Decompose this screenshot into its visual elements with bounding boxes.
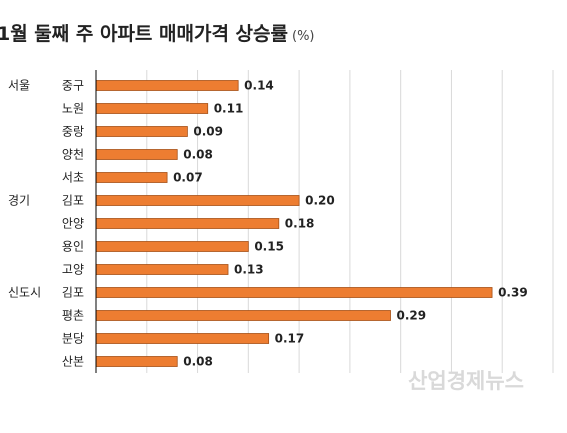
- category-label: 노원: [62, 102, 84, 116]
- value-label: 0.09: [193, 125, 223, 139]
- chart-title-text: 수도권 11월 둘째 주 아파트 매매가격 상승률: [0, 23, 288, 45]
- category-label: 중랑: [62, 125, 84, 139]
- group-label: 경기: [8, 194, 30, 208]
- bar: [95, 103, 209, 114]
- category-label: 김포: [62, 286, 84, 300]
- value-label: 0.39: [498, 286, 528, 300]
- group-label: 서울: [8, 79, 30, 93]
- value-label: 0.17: [275, 332, 305, 346]
- chart-title: 수도권 11월 둘째 주 아파트 매매가격 상승률 (%): [0, 23, 315, 45]
- value-labels: 0.140.11 0.09 0.08 0.07 0.20 0.180.15 0.13 0.39…: [173, 79, 528, 369]
- value-label: 0.18: [285, 217, 315, 231]
- bar: [95, 264, 229, 275]
- group-label: 신도시: [8, 286, 41, 300]
- category-label: 양천: [62, 147, 84, 162]
- bar: [95, 126, 188, 137]
- value-label: 0.14: [244, 79, 274, 93]
- category-label: 서초: [62, 171, 84, 185]
- category-label: 용인: [62, 240, 84, 254]
- watermark: 산업경제뉴스: [408, 369, 524, 393]
- value-label: 0.29: [397, 309, 427, 323]
- bar: [95, 241, 249, 252]
- category-label: 분당: [62, 332, 84, 346]
- bar: [95, 149, 178, 160]
- chart-title-unit: (%): [292, 29, 315, 44]
- value-label: 0.15: [254, 240, 284, 254]
- bar: [95, 218, 280, 229]
- bar: [95, 310, 391, 321]
- category-label: 안양: [62, 217, 84, 231]
- value-label: 0.08: [183, 148, 213, 162]
- bar: [95, 195, 300, 206]
- bar: [95, 287, 493, 298]
- gridlines: [146, 70, 554, 373]
- value-label: 0.07: [173, 171, 203, 185]
- category-label: 중구: [62, 79, 84, 93]
- bar: [95, 172, 168, 183]
- value-label: 0.13: [234, 263, 264, 277]
- category-label: 평촌: [62, 309, 84, 323]
- category-label: 산본: [62, 355, 84, 369]
- category-label: 고양: [62, 263, 84, 277]
- bar: [95, 356, 178, 367]
- value-label: 0.11: [214, 102, 244, 116]
- bar: [95, 80, 239, 91]
- bar: [95, 333, 270, 344]
- value-label: 0.08: [183, 355, 213, 369]
- value-label: 0.20: [305, 194, 335, 208]
- category-label: 김포: [62, 194, 84, 208]
